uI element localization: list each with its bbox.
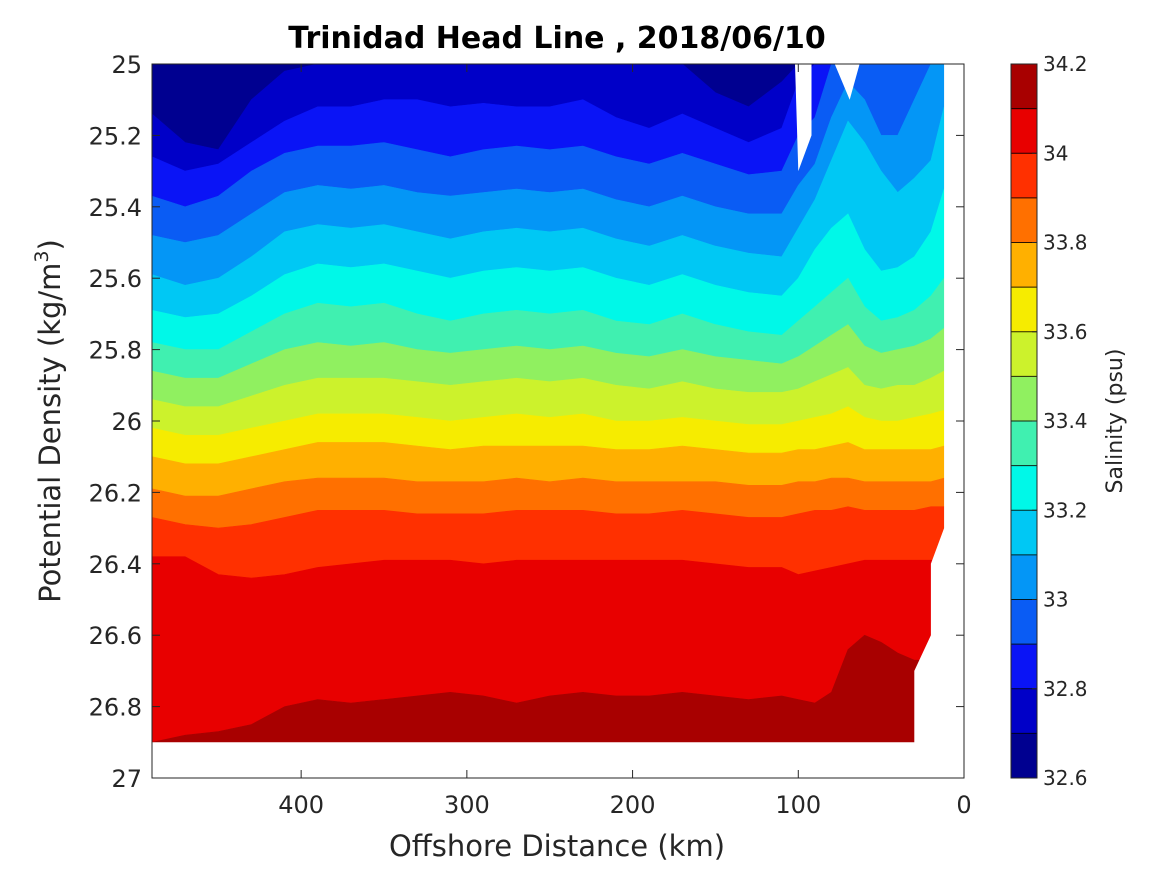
colorbar-title: Salinity (psu) <box>1103 349 1128 494</box>
colorbar-swatch <box>1011 153 1037 199</box>
y-axis-title: Potential Density (kg/m3) <box>31 239 67 603</box>
x-tick-label: 100 <box>775 791 821 819</box>
y-axis-title-superscript: 3 <box>31 250 53 262</box>
contour-fill-layer <box>151 63 945 779</box>
colorbar-swatch <box>1011 242 1037 288</box>
colorbar-swatch <box>1011 644 1037 690</box>
colorbar-tick-label: 32.6 <box>1043 766 1088 790</box>
deepest-salinity-patch <box>834 720 915 743</box>
y-tick-label: 25 <box>111 51 142 79</box>
colorbar-tick-label: 34 <box>1043 141 1068 165</box>
colorbar-swatch <box>1011 108 1037 154</box>
colorbar-swatch <box>1011 465 1037 511</box>
colorbar-tick-label: 33.4 <box>1043 409 1088 433</box>
x-tick-label: 300 <box>444 791 490 819</box>
colorbar-swatch <box>1011 376 1037 422</box>
colorbar-swatch <box>1011 733 1037 779</box>
y-tick-label: 25.4 <box>89 194 142 222</box>
y-tick-label: 25.6 <box>89 265 142 293</box>
y-tick-label: 25.8 <box>89 337 142 365</box>
colorbar-tick-label: 33.8 <box>1043 231 1088 255</box>
colorbar-swatch <box>1011 554 1037 600</box>
colorbar-tick-label: 33 <box>1043 588 1068 612</box>
no-data-region-2 <box>834 64 860 100</box>
missing-data-layer <box>152 64 964 778</box>
colorbar-swatch <box>1011 287 1037 333</box>
x-tick-label: 0 <box>956 791 971 819</box>
colorbar-tick-label: 33.6 <box>1043 320 1088 344</box>
y-tick-label: 26.2 <box>89 479 142 507</box>
y-tick-label: 26 <box>111 408 142 436</box>
colorbar-swatch <box>1011 421 1037 467</box>
y-axis-title-close: ) <box>33 239 67 250</box>
colorbar-swatch <box>1011 197 1037 243</box>
x-axis: 400 300 200 100 0 <box>278 64 972 819</box>
x-tick-label: 200 <box>610 791 656 819</box>
colorbar-tick-label: 34.2 <box>1043 52 1088 76</box>
colorbar-swatch <box>1011 688 1037 734</box>
y-tick-label: 26.6 <box>89 622 142 650</box>
y-axis-title-main: Potential Density (kg/m <box>33 263 67 603</box>
y-tick-label: 26.8 <box>89 694 142 722</box>
y-tick-label: 27 <box>111 765 142 793</box>
y-axis: 25 25.2 25.4 25.6 25.8 26 26.2 26.4 26.6 26.8 27 <box>89 51 964 793</box>
y-tick-label: 25.2 <box>89 122 142 150</box>
y-tick-label: 26.4 <box>89 551 142 579</box>
colorbar-tick-label: 33.2 <box>1043 498 1088 522</box>
no-data-region-1 <box>795 64 812 172</box>
colorbar-tick-label: 32.8 <box>1043 677 1088 701</box>
chart-title: Trinidad Head Line , 2018/06/10 <box>288 21 825 56</box>
colorbar-swatch <box>1011 331 1037 377</box>
colorbar-swatch <box>1011 599 1037 645</box>
colorbar-swatch <box>1011 510 1037 556</box>
x-axis-title: Offshore Distance (km) <box>389 829 725 863</box>
x-tick-label: 400 <box>278 791 324 819</box>
colorbar-swatch <box>1011 64 1037 110</box>
colorbar: 32.6 32.8 33 33.2 33.4 33.6 33.8 34 34.2 <box>1010 52 1088 790</box>
